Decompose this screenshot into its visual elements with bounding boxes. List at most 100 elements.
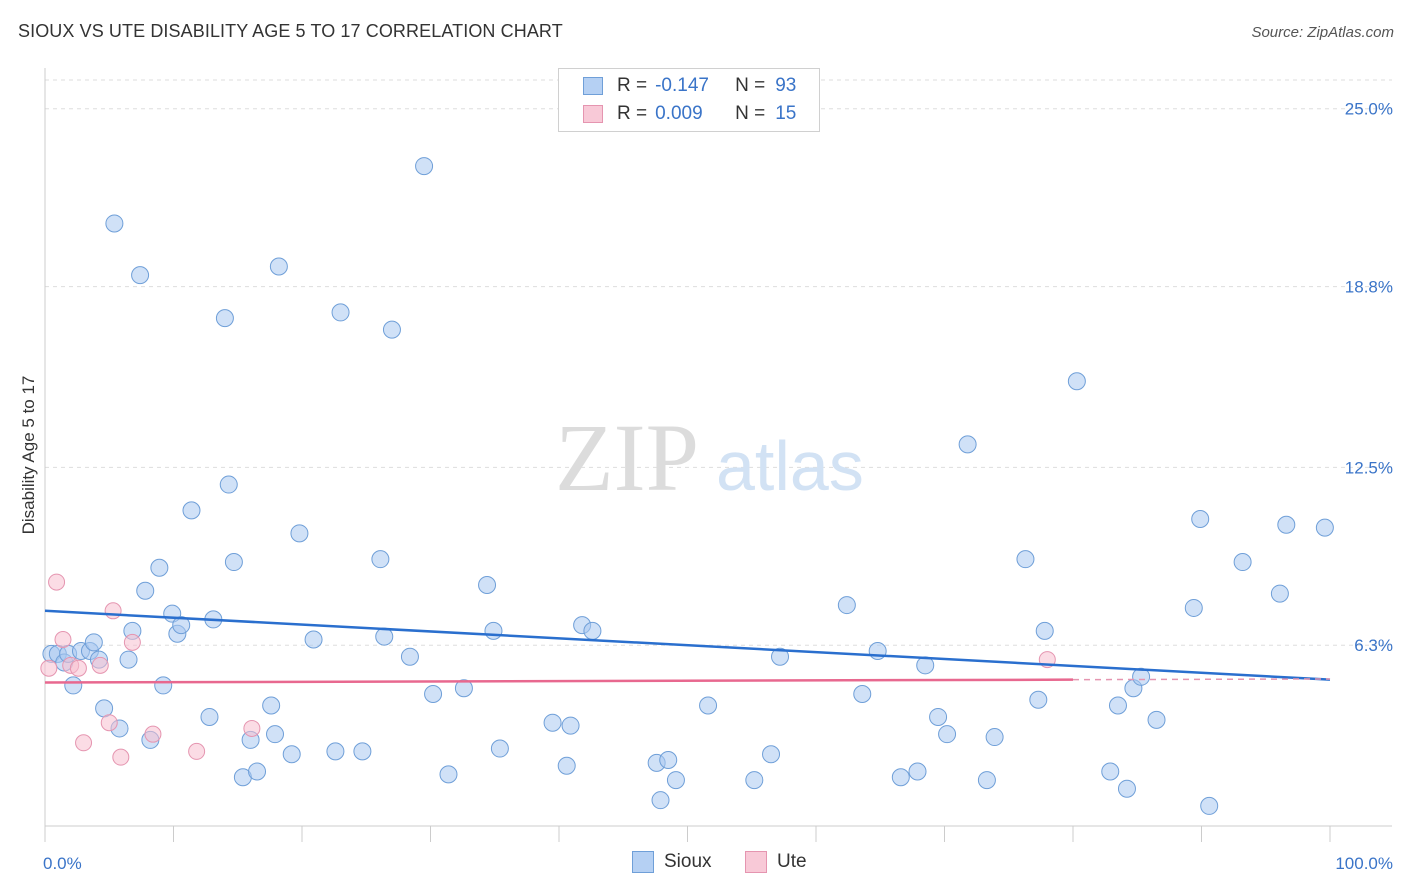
x-tick-label: 100.0% [1335,854,1393,873]
ute-points [40,573,1056,766]
sioux-point [439,765,458,784]
sioux-point [1270,584,1289,603]
sioux-point [248,762,267,781]
ute-point [48,573,66,591]
sioux-point [666,771,685,790]
sioux-point [958,435,977,454]
sioux-point [543,713,562,732]
tick-labels: 6.3% 12.5% 18.8% 25.0% 0.0% 100.0% [43,100,1393,873]
sioux-point [64,676,83,695]
sioux-point [1200,796,1219,815]
sioux-point [262,696,281,715]
sioux-point [454,679,473,698]
ute-point [54,631,72,648]
sioux-point [415,157,434,176]
sioux-point [154,676,173,695]
sioux-point [219,475,238,494]
axes [44,68,1392,842]
y-axis-label: Disability Age 5 to 17 [19,376,38,535]
legend-n-label: N = [735,75,766,96]
legend: R = -0.147 N = 93 R = 0.009 N = 15 [558,68,820,132]
watermark: ZIP atlas [555,404,864,511]
sioux-point [382,320,401,339]
sioux-point [938,725,957,744]
chart-title: SIOUX VS UTE DISABILITY AGE 5 TO 17 CORR… [18,21,563,41]
sioux-point [304,630,323,649]
sioux-point [269,257,288,276]
sioux-point [400,647,419,666]
sioux-point [331,303,350,322]
sioux-point [490,739,509,758]
sioux-point [282,745,301,764]
ute-trend-line [44,678,1074,684]
ute-point [123,633,141,651]
ute-legend-label: Ute [777,851,807,872]
sioux-point [172,616,191,635]
sioux-point [762,745,781,764]
sioux-point [1029,690,1048,709]
sioux-point [131,266,150,285]
sioux-point [215,309,234,328]
sioux-point [1277,515,1296,534]
sioux-point [150,558,169,577]
ute-point [104,602,122,620]
sioux-point [1191,509,1210,528]
ute-point [40,659,58,677]
ute-swatch [745,851,767,873]
sioux-point [651,791,670,810]
ute-point [91,656,109,674]
sioux-point [200,707,219,726]
bottom-legend-ute: Ute [745,851,807,873]
ute-point [69,659,87,677]
watermark-zip: ZIP [555,404,699,511]
sioux-point [557,756,576,775]
legend-r-value: -0.147 [655,75,709,96]
sioux-point [224,553,243,572]
ute-trend-extension [1072,678,1331,681]
sioux-point [136,581,155,600]
legend-row-ute: R = 0.009 N = 15 [583,101,796,127]
sioux-point [561,716,580,735]
ute-point [188,742,206,760]
sioux-point [1315,518,1334,537]
legend-n-value: 15 [775,103,797,124]
sioux-point [745,771,764,790]
sioux-point [1233,553,1252,572]
sioux-point [371,550,390,569]
sioux-point [1108,696,1127,715]
sioux-point [853,685,872,704]
ute-point [100,714,118,732]
watermark-atlas: atlas [716,427,864,505]
sioux-point [1117,779,1136,798]
legend-row-sioux: R = -0.147 N = 93 [583,73,796,99]
legend-n-value: 93 [775,75,797,96]
sioux-point [583,621,602,640]
sioux-point [977,771,996,790]
sioux-swatch [583,77,603,95]
legend-r-label: R = [617,103,648,124]
trend-lines [44,609,1331,684]
grid-lines [45,79,1392,646]
sioux-point [119,650,138,669]
sioux-point [266,725,285,744]
sioux-point [484,621,503,640]
sioux-point [985,728,1004,747]
sioux-point [424,685,443,704]
sioux-point [699,696,718,715]
sioux-point [1016,550,1035,569]
sioux-point [908,762,927,781]
sioux-point [182,501,201,520]
sioux-point [1101,762,1120,781]
sioux-point [375,627,394,646]
sioux-legend-label: Sioux [664,851,712,872]
sioux-point [84,633,103,652]
ute-swatch [583,105,603,123]
sioux-point [1147,710,1166,729]
legend-r-label: R = [617,75,648,96]
sioux-point [771,647,790,666]
ute-point [112,748,130,766]
sioux-point [659,751,678,770]
sioux-point [1184,598,1203,617]
sioux-point [1035,621,1054,640]
